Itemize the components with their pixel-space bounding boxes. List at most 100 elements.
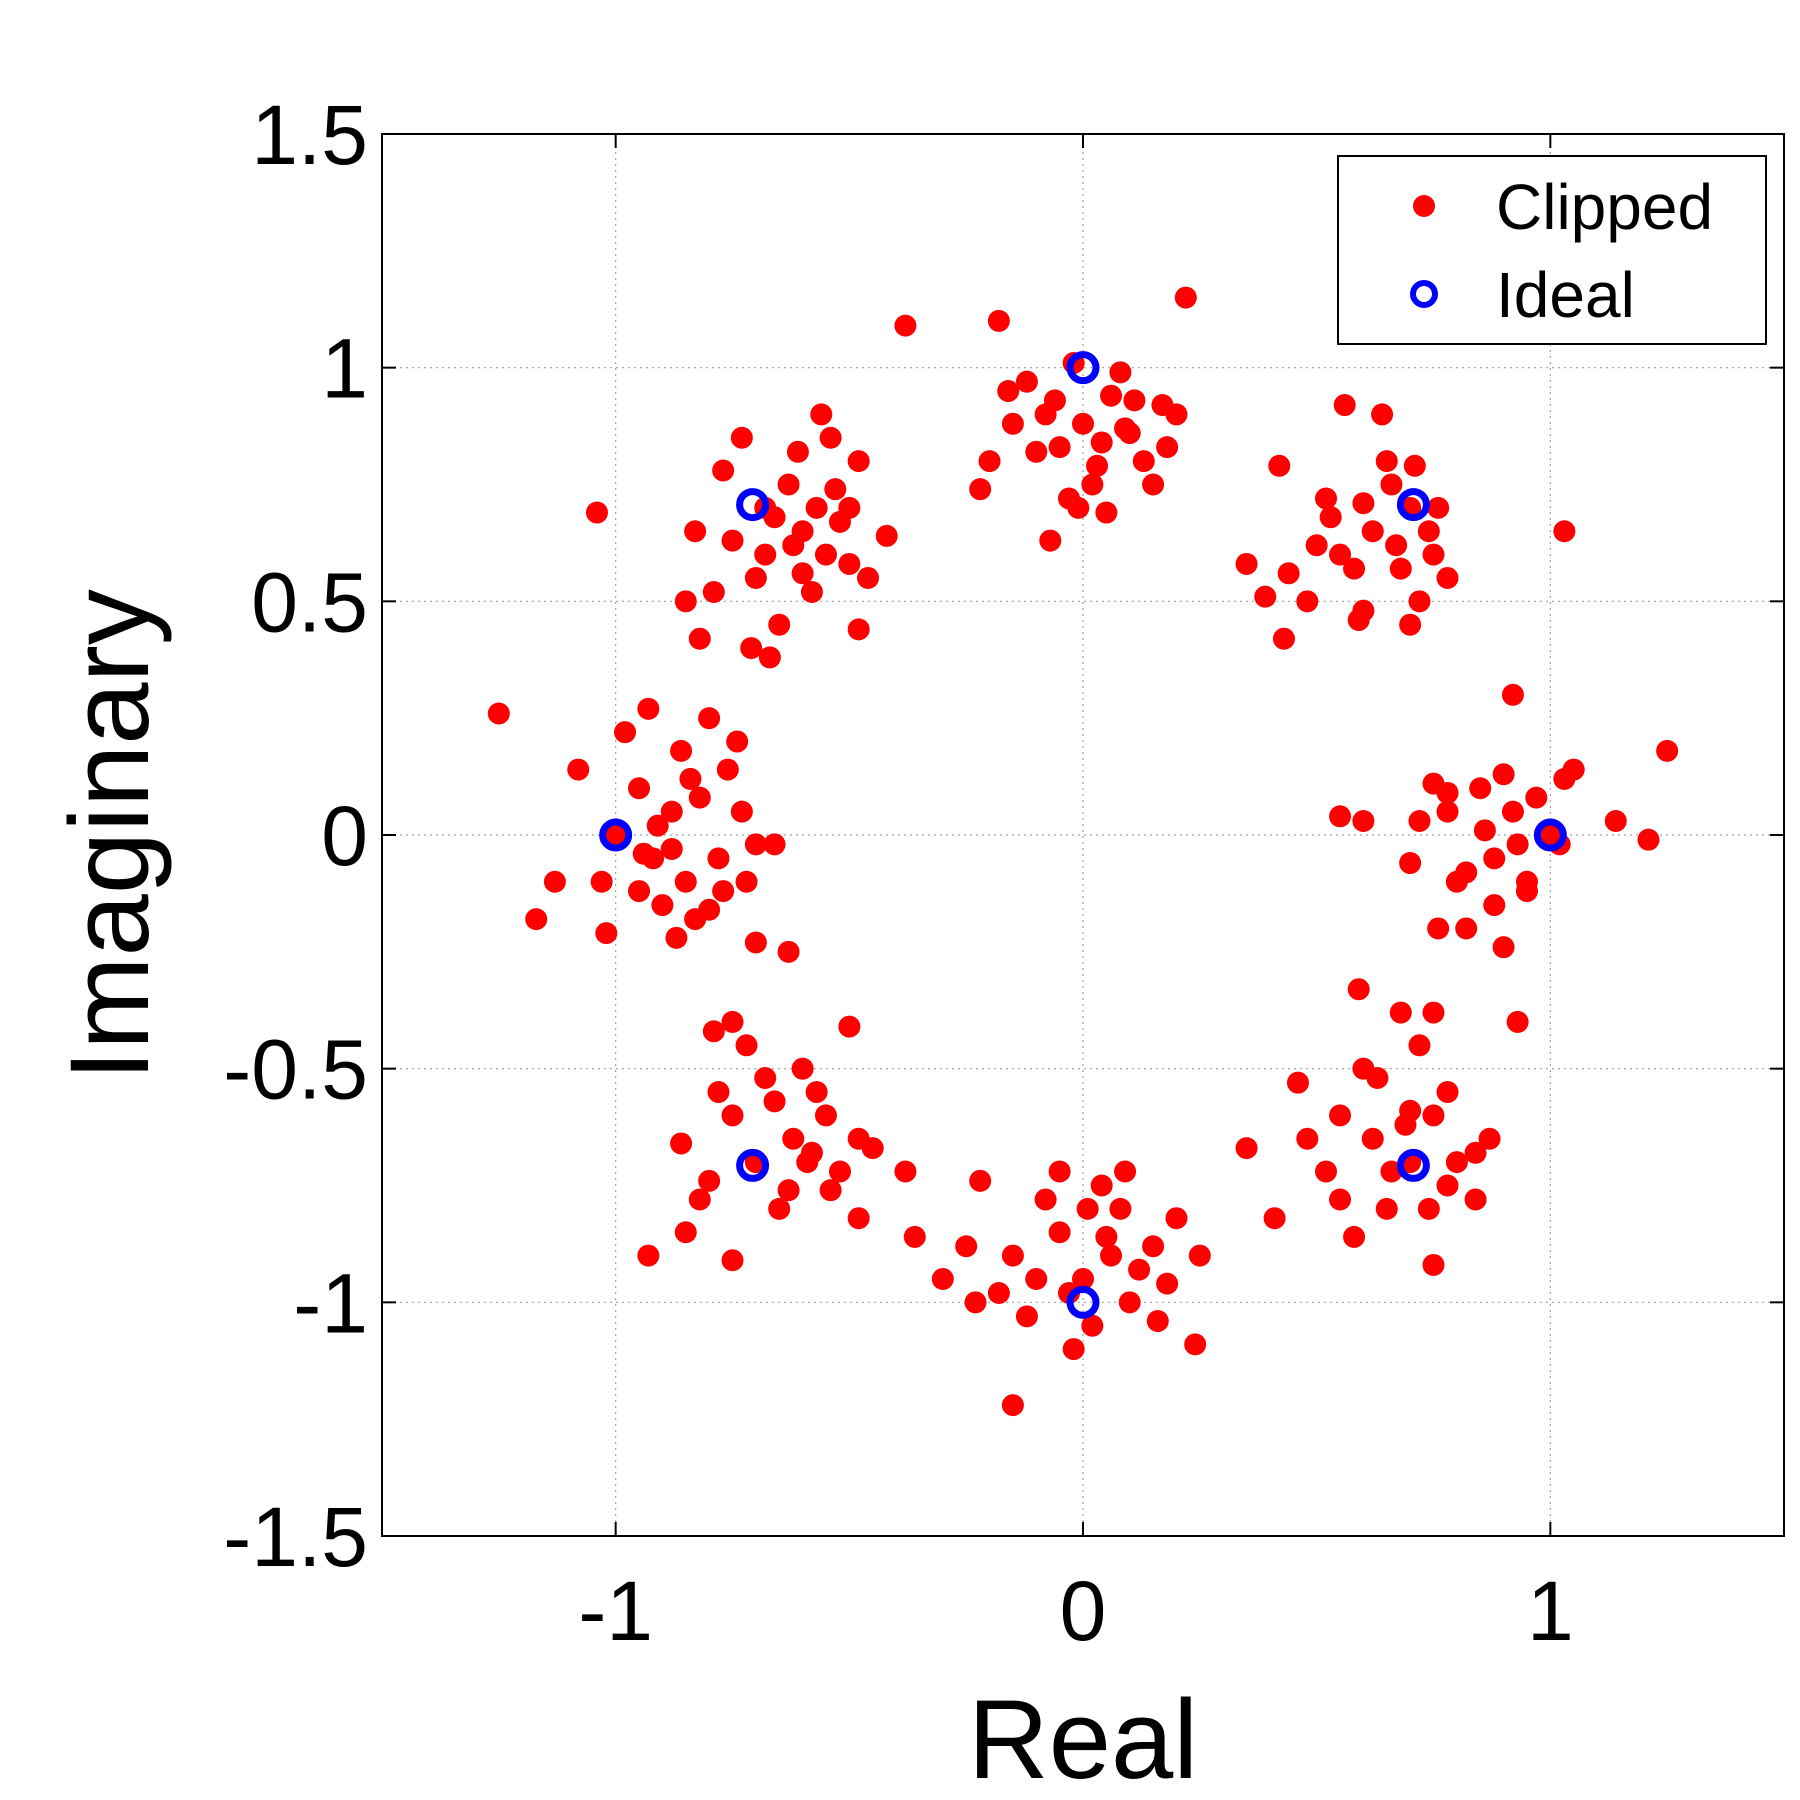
clipped-point: [614, 721, 637, 744]
legend-box: [1337, 155, 1767, 345]
clipped-point: [1118, 1291, 1141, 1314]
clipped-point: [740, 637, 763, 660]
clipped-point: [777, 940, 800, 963]
clipped-point: [1296, 1127, 1319, 1150]
clipped-point: [1001, 412, 1024, 435]
ideal-point: [1066, 1285, 1100, 1319]
clipped-point: [1315, 487, 1338, 510]
clipped-point: [814, 1104, 837, 1127]
clipped-point: [1343, 1225, 1366, 1248]
clipped-point: [726, 730, 749, 753]
clipped-point: [730, 800, 753, 823]
clipped-point: [721, 529, 744, 552]
clipped-point: [595, 922, 618, 945]
clipped-point: [828, 1160, 851, 1183]
clipped-point: [1329, 805, 1352, 828]
clipped-point: [964, 1291, 987, 1314]
clipped-point: [1057, 1281, 1080, 1304]
clipped-point: [987, 1281, 1010, 1304]
clipped-point: [1501, 683, 1524, 706]
clipped-point: [800, 580, 823, 603]
clipped-point: [646, 814, 669, 837]
x-axis-title: Real: [968, 1677, 1198, 1800]
clipped-point: [1048, 436, 1071, 459]
clipped-point: [1417, 1197, 1440, 1220]
legend-marker-ideal: [1410, 280, 1438, 308]
clipped-point: [1015, 370, 1038, 393]
clipped-point: [763, 833, 786, 856]
clipped-point: [1329, 543, 1352, 566]
clipped-point: [763, 1090, 786, 1113]
clipped-point: [1436, 781, 1459, 804]
clipped-point: [1286, 1071, 1309, 1094]
clipped-point: [1408, 1034, 1431, 1057]
clipped-point: [1123, 389, 1146, 412]
clipped-point: [847, 450, 870, 473]
legend-marker-clipped: [1413, 195, 1435, 217]
clipped-point: [1109, 361, 1132, 384]
clipped-point: [1090, 431, 1113, 454]
clipped-point: [1235, 1137, 1258, 1160]
clipped-point: [590, 870, 613, 893]
clipped-point: [1254, 585, 1277, 608]
clipped-point: [1483, 894, 1506, 917]
clipped-point: [604, 824, 627, 846]
clipped-point: [814, 543, 837, 566]
legend-label-clipped: Clipped: [1496, 171, 1713, 243]
clipped-point: [707, 1081, 730, 1104]
clipped-point: [969, 1169, 992, 1192]
clipped-point: [1553, 520, 1576, 543]
clipped-point: [1422, 543, 1445, 566]
clipped-point: [1277, 562, 1300, 585]
axis-ticks: -1 0 1 -1.5 -1 -0.5 0 0.5 1 1.5: [223, 88, 1784, 1658]
clipped-point: [1025, 440, 1048, 463]
clipped-point: [637, 1244, 660, 1267]
clipped-point: [744, 833, 767, 856]
clipped-point: [758, 646, 781, 669]
clipped-point: [1062, 1338, 1085, 1361]
clipped-point: [768, 1197, 791, 1220]
clipped-point: [1072, 412, 1094, 435]
clipped-point: [777, 473, 800, 496]
clipped-point: [782, 1127, 805, 1150]
clipped-point: [1562, 758, 1585, 781]
clipped-point: [730, 426, 753, 449]
clipped-point: [1048, 1221, 1071, 1244]
clipped-point: [1455, 917, 1478, 940]
clipped-point: [1025, 1267, 1048, 1290]
clipped-point: [688, 1188, 711, 1211]
clipped-point: [1272, 627, 1295, 650]
clipped-point: [1352, 492, 1375, 515]
clipped-point: [1464, 1188, 1487, 1211]
clipped-point: [1436, 566, 1459, 589]
clipped-point: [1347, 609, 1370, 632]
clipped-point: [931, 1267, 954, 1290]
ideal-point: [599, 818, 633, 852]
clipped-point: [1128, 1258, 1151, 1281]
clipped-point: [847, 1207, 870, 1230]
clipped-point: [847, 618, 870, 641]
clipped-point: [1422, 1001, 1445, 1024]
clipped-point: [1081, 473, 1104, 496]
clipped-point: [1473, 819, 1496, 842]
clipped-point: [1100, 1244, 1123, 1267]
clipped-point: [1445, 1151, 1468, 1174]
y-tick-label: -1.5: [223, 1490, 368, 1584]
clipped-point: [782, 534, 805, 557]
clipped-point: [1174, 286, 1197, 309]
clipped-point: [543, 870, 566, 893]
clipped-point: [1525, 786, 1548, 809]
clipped-point: [721, 1249, 744, 1272]
clipped-point: [674, 870, 697, 893]
clipped-point: [1333, 394, 1356, 417]
clipped-point: [791, 562, 814, 585]
clipped-point: [1464, 1141, 1487, 1164]
clipped-point: [525, 908, 548, 931]
clipped-point: [651, 894, 674, 917]
clipped-point: [1422, 1104, 1445, 1127]
clipped-point: [1296, 590, 1319, 613]
clipped-point: [1478, 1127, 1501, 1150]
y-tick-label: 1.5: [251, 88, 368, 182]
x-tick-label: 1: [1527, 1564, 1574, 1658]
clipped-point: [1305, 534, 1328, 557]
